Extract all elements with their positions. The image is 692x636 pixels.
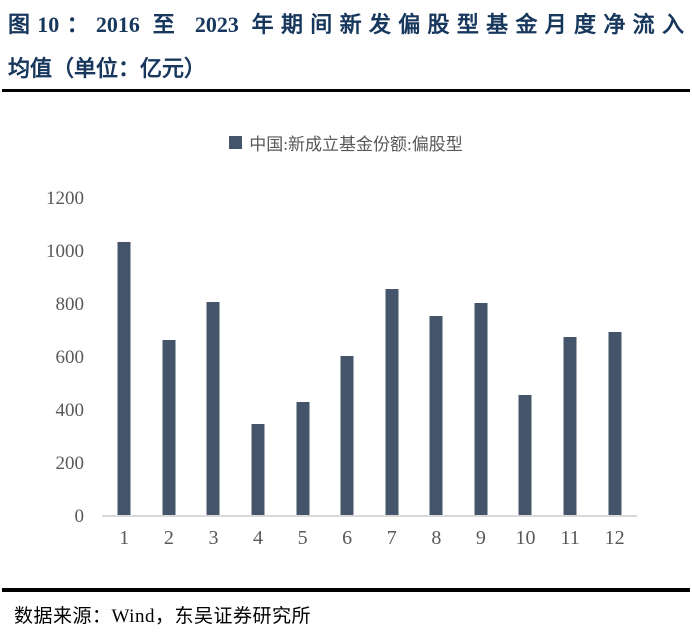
legend-label: 中国:新成立基金份额:偏股型 <box>249 135 463 154</box>
figure-title-line2: 均值（单位：亿元） <box>8 56 207 81</box>
y-tick-label: 800 <box>55 294 85 315</box>
y-tick-label: 1200 <box>46 188 84 209</box>
y-tick-label: 200 <box>55 453 85 474</box>
bar-slot <box>548 199 593 515</box>
bar-month-8 <box>429 316 443 515</box>
bar-month-2 <box>162 339 176 515</box>
bar-month-6 <box>340 355 354 515</box>
x-tick-label: 8 <box>431 527 442 549</box>
x-tick-label: 7 <box>386 527 397 549</box>
y-axis-tick-labels: 0 200 400 600 800 1000 1200 <box>0 188 85 527</box>
bar-month-7 <box>385 288 399 515</box>
bar-slot <box>369 199 414 515</box>
bar-slot <box>236 199 281 515</box>
x-tick-label: 2 <box>163 527 174 549</box>
bar-slot <box>592 199 637 515</box>
y-tick-label: 0 <box>74 506 85 527</box>
title-divider <box>2 89 690 92</box>
bar-slot <box>503 199 548 515</box>
bar-slot <box>191 199 236 515</box>
plot-area <box>102 199 637 517</box>
figure-title: 图10：2016 至 2023 年期间新发偏股型基金月度净流入 均值（单位：亿元… <box>8 3 684 91</box>
x-tick-label: 6 <box>342 527 353 549</box>
y-tick-label: 1000 <box>46 241 84 262</box>
data-source-note: 数据来源：Wind，东吴证券研究所 <box>14 606 311 627</box>
x-tick-label: 9 <box>475 527 486 549</box>
bar-slot <box>459 199 504 515</box>
x-tick-label: 5 <box>297 527 308 549</box>
bar-slot <box>280 199 325 515</box>
bar-month-1 <box>117 242 131 515</box>
x-tick-label: 11 <box>560 527 580 549</box>
x-tick-label: 3 <box>208 527 219 549</box>
bar-month-9 <box>474 303 488 515</box>
bar-month-12 <box>608 331 622 515</box>
bar-slot <box>325 199 370 515</box>
bar-month-3 <box>206 301 220 515</box>
x-tick-label: 12 <box>604 527 625 549</box>
footer-divider <box>2 588 690 592</box>
bar-slot <box>147 199 192 515</box>
x-tick-label: 1 <box>119 527 130 549</box>
chart-legend: 中国:新成立基金份额:偏股型 <box>0 130 692 155</box>
y-tick-label: 600 <box>55 347 85 368</box>
bar-month-11 <box>563 337 577 515</box>
legend-swatch-icon <box>229 136 243 149</box>
bar-month-5 <box>296 401 310 515</box>
bar-slot <box>414 199 459 515</box>
bar-month-4 <box>251 424 265 515</box>
x-tick-label: 4 <box>253 527 264 549</box>
bar-month-10 <box>518 395 532 515</box>
bar-slot <box>102 199 147 515</box>
x-axis-tick-labels: 1 2 3 4 5 6 7 8 9 10 11 12 <box>102 527 637 550</box>
x-tick-label: 10 <box>515 527 536 549</box>
figure-title-line1: 图10：2016 至 2023 年期间新发偏股型基金月度净流入 <box>8 12 684 37</box>
y-tick-label: 400 <box>55 400 85 421</box>
